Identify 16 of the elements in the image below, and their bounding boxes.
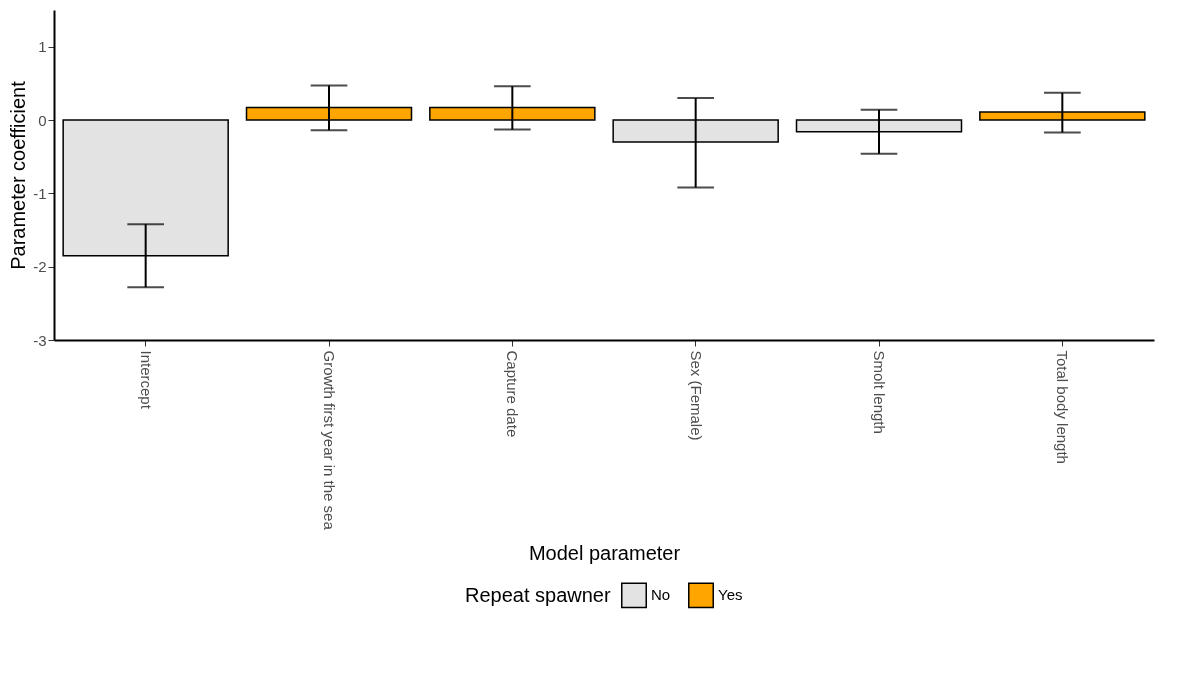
x-tick-label: Total body length [1054, 350, 1072, 464]
x-tick-label: Sex (Female) [687, 350, 705, 441]
x-axis-title: Model parameter [528, 541, 681, 564]
y-tick-label: -2 [33, 258, 47, 276]
y-tick-label: -1 [33, 184, 47, 202]
x-tick-label: Growth first year in the sea [321, 350, 338, 531]
y-tick-label: 1 [38, 38, 47, 56]
legend-title: Repeat spawner [465, 584, 611, 606]
x-tick-label: Capture date [504, 350, 522, 438]
x-tick-label: Intercept [137, 350, 155, 410]
y-tick-label: 0 [38, 111, 47, 129]
legend-label: Yes [718, 586, 743, 604]
y-axis-title: Parameter coefficient [7, 80, 30, 270]
legend-label: No [651, 586, 671, 604]
x-tick-label: Smolt length [871, 350, 888, 434]
y-tick-label: -3 [33, 331, 47, 349]
